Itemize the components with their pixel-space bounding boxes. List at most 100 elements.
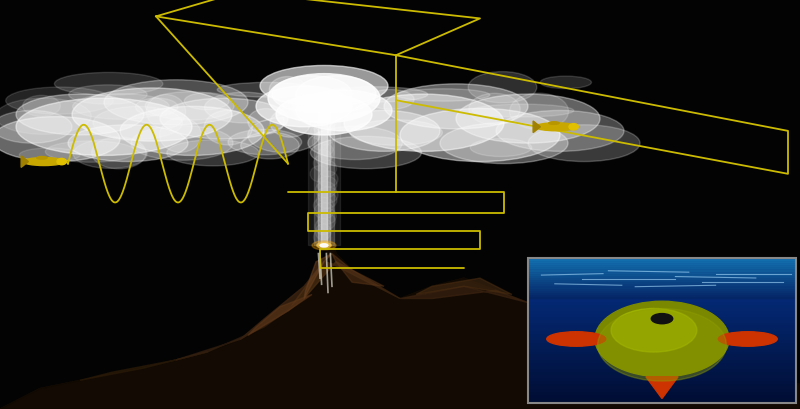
Ellipse shape <box>313 118 333 135</box>
Ellipse shape <box>37 157 47 159</box>
Ellipse shape <box>314 197 334 213</box>
Ellipse shape <box>510 93 569 130</box>
Ellipse shape <box>318 208 336 224</box>
Polygon shape <box>240 262 324 339</box>
Ellipse shape <box>440 123 568 164</box>
Ellipse shape <box>104 80 248 125</box>
Ellipse shape <box>595 301 729 377</box>
Ellipse shape <box>314 229 328 245</box>
Polygon shape <box>332 254 384 286</box>
Ellipse shape <box>314 202 334 219</box>
Ellipse shape <box>317 129 334 145</box>
Polygon shape <box>400 286 528 303</box>
Polygon shape <box>528 303 696 364</box>
Ellipse shape <box>93 106 182 139</box>
Ellipse shape <box>23 157 65 166</box>
Ellipse shape <box>296 90 392 131</box>
Ellipse shape <box>321 87 428 102</box>
Ellipse shape <box>718 332 778 346</box>
Ellipse shape <box>46 141 136 162</box>
Polygon shape <box>324 262 400 299</box>
Ellipse shape <box>166 140 259 166</box>
Polygon shape <box>646 377 678 398</box>
Polygon shape <box>0 237 800 409</box>
Ellipse shape <box>68 125 188 162</box>
Ellipse shape <box>456 94 600 143</box>
Ellipse shape <box>468 72 537 103</box>
Ellipse shape <box>316 192 337 209</box>
Ellipse shape <box>319 144 334 161</box>
Ellipse shape <box>317 113 337 129</box>
Ellipse shape <box>228 129 302 155</box>
Ellipse shape <box>318 139 334 155</box>
Ellipse shape <box>160 98 288 139</box>
Ellipse shape <box>317 243 331 248</box>
Ellipse shape <box>315 182 336 198</box>
Polygon shape <box>176 299 304 360</box>
Polygon shape <box>533 121 541 133</box>
Ellipse shape <box>315 218 332 235</box>
Polygon shape <box>416 278 512 294</box>
Ellipse shape <box>270 108 310 137</box>
Ellipse shape <box>569 124 578 130</box>
Ellipse shape <box>367 90 414 109</box>
Ellipse shape <box>528 125 640 162</box>
Ellipse shape <box>312 134 329 151</box>
Polygon shape <box>248 294 312 335</box>
Ellipse shape <box>120 106 264 155</box>
Ellipse shape <box>57 158 66 165</box>
Ellipse shape <box>260 65 388 106</box>
Ellipse shape <box>310 166 329 182</box>
Ellipse shape <box>0 117 120 162</box>
Ellipse shape <box>272 76 352 112</box>
Ellipse shape <box>0 98 91 134</box>
Ellipse shape <box>318 213 336 229</box>
Ellipse shape <box>54 72 163 95</box>
Ellipse shape <box>314 155 330 171</box>
Ellipse shape <box>0 110 72 143</box>
Ellipse shape <box>256 86 352 127</box>
Ellipse shape <box>276 94 372 135</box>
Ellipse shape <box>314 102 335 119</box>
Ellipse shape <box>248 108 284 134</box>
Ellipse shape <box>294 92 346 126</box>
Ellipse shape <box>248 118 320 153</box>
Ellipse shape <box>316 150 332 166</box>
Ellipse shape <box>397 89 490 101</box>
Ellipse shape <box>318 160 337 177</box>
Ellipse shape <box>350 120 442 145</box>
Ellipse shape <box>344 94 504 151</box>
Ellipse shape <box>328 110 440 151</box>
Polygon shape <box>0 237 800 409</box>
Ellipse shape <box>22 95 60 117</box>
Ellipse shape <box>146 94 186 129</box>
Ellipse shape <box>205 92 284 123</box>
Ellipse shape <box>549 122 559 124</box>
Ellipse shape <box>268 74 380 123</box>
Ellipse shape <box>384 84 528 129</box>
Ellipse shape <box>184 93 229 110</box>
Ellipse shape <box>218 82 316 97</box>
Ellipse shape <box>92 137 146 169</box>
Ellipse shape <box>313 108 334 124</box>
Ellipse shape <box>310 124 330 140</box>
Ellipse shape <box>318 171 338 187</box>
Polygon shape <box>304 254 332 299</box>
Ellipse shape <box>73 94 170 119</box>
Ellipse shape <box>546 332 606 346</box>
Ellipse shape <box>241 132 299 159</box>
Ellipse shape <box>470 139 532 157</box>
Ellipse shape <box>131 126 233 160</box>
Ellipse shape <box>69 85 147 104</box>
Ellipse shape <box>598 308 726 381</box>
Ellipse shape <box>312 241 336 250</box>
Ellipse shape <box>469 93 520 125</box>
Ellipse shape <box>540 76 591 89</box>
Ellipse shape <box>651 314 673 324</box>
Ellipse shape <box>317 176 337 193</box>
Ellipse shape <box>16 98 192 155</box>
Ellipse shape <box>6 87 114 114</box>
Ellipse shape <box>315 224 331 240</box>
Ellipse shape <box>308 126 402 160</box>
Ellipse shape <box>535 123 577 131</box>
